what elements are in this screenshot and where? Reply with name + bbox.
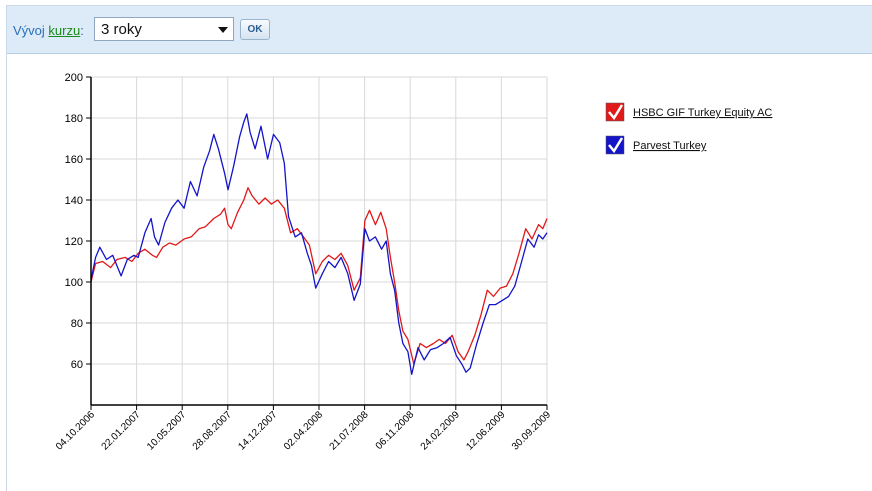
legend-label[interactable]: Parvest Turkey <box>633 140 707 152</box>
x-tick-label: 10.05.2007 <box>145 409 188 452</box>
period-label-prefix: Vývoj <box>13 23 49 38</box>
x-tick-label: 14.12.2007 <box>236 409 279 452</box>
x-tick-label: 30.09.2009 <box>510 409 553 452</box>
x-tick-label: 06.11.2008 <box>374 409 417 452</box>
period-label-suffix: : <box>80 23 84 38</box>
y-tick-label: 100 <box>65 277 83 289</box>
x-tick-label: 28.08.2007 <box>191 409 234 452</box>
legend-item-1[interactable]: HSBC GIF Turkey Equity AC <box>605 102 772 122</box>
y-tick-label: 180 <box>65 113 83 125</box>
x-tick-label: 02.04.2008 <box>282 409 325 452</box>
kurzu-link[interactable]: kurzu <box>48 23 81 38</box>
period-select-value: 3 roky <box>101 21 142 38</box>
y-tick-label: 200 <box>65 72 83 84</box>
period-label: Vývoj kurzu: <box>13 23 84 38</box>
series-line-2 <box>90 113 548 375</box>
x-tick-label: 04.10.2006 <box>54 409 97 452</box>
period-select[interactable]: 3 roky <box>94 17 234 41</box>
period-toolbar: Vývoj kurzu: 3 roky OK <box>7 6 872 54</box>
legend-label[interactable]: HSBC GIF Turkey Equity AC <box>633 107 772 119</box>
chevron-down-icon <box>218 27 228 33</box>
y-tick-label: 60 <box>71 359 83 371</box>
y-tick-label: 80 <box>71 318 83 330</box>
x-tick-label: 12.06.2009 <box>464 409 507 452</box>
x-tick-label: 22.01.2007 <box>100 409 143 452</box>
y-tick-label: 160 <box>65 154 83 166</box>
x-tick-label: 21.07.2008 <box>328 409 371 452</box>
y-tick-label: 140 <box>65 195 83 207</box>
y-tick-label: 120 <box>65 236 83 248</box>
checkmark-icon <box>608 104 624 121</box>
legend-item-2[interactable]: Parvest Turkey <box>605 135 707 155</box>
series-line-1 <box>90 187 548 365</box>
x-tick-label: 24.02.2009 <box>419 409 462 452</box>
ok-button[interactable]: OK <box>240 19 270 40</box>
checkmark-icon <box>608 137 624 154</box>
